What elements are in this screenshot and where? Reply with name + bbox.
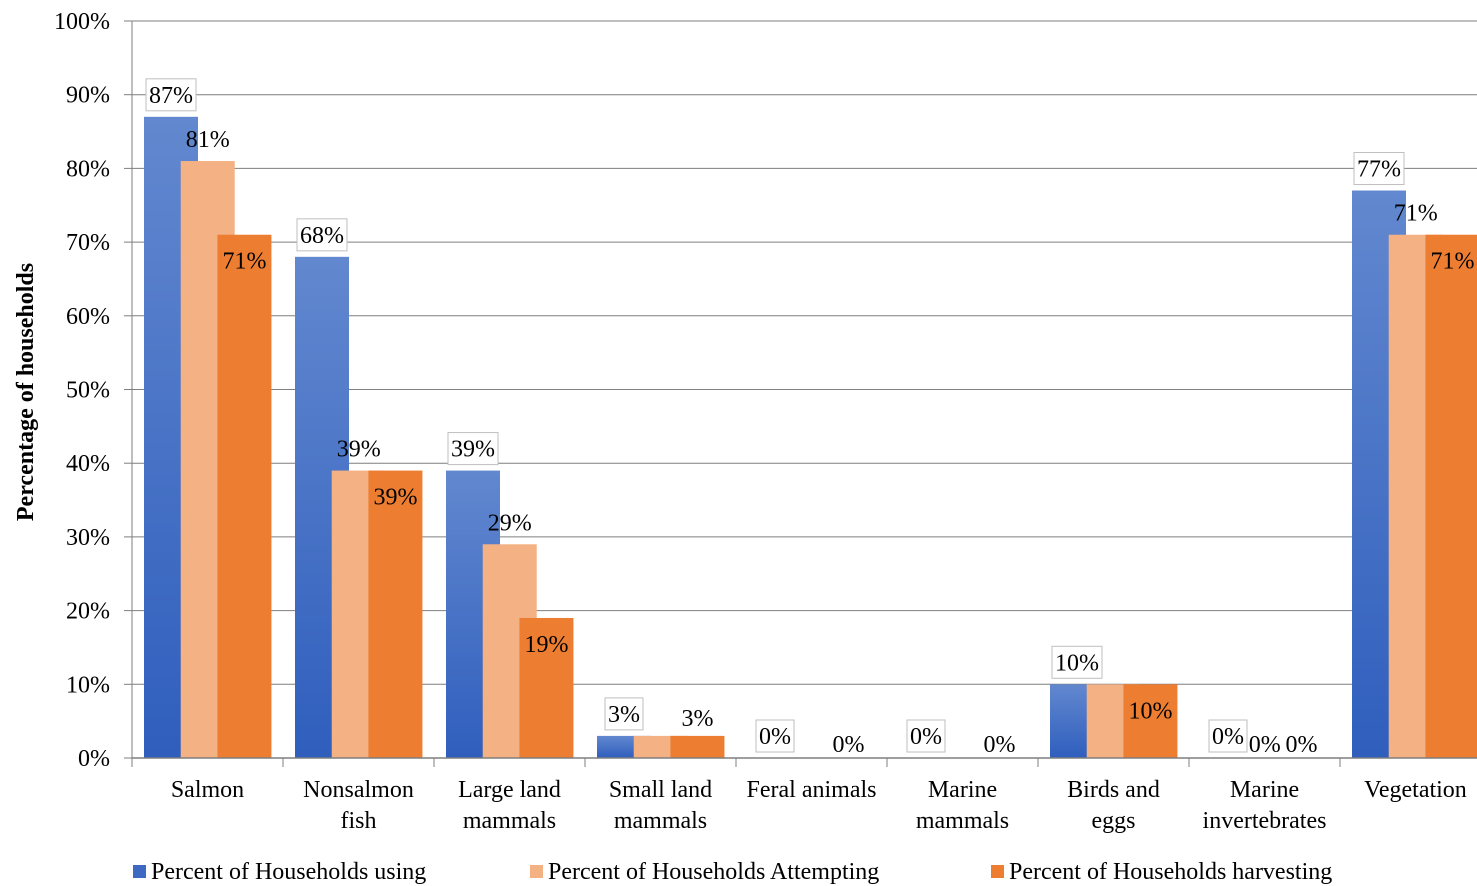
y-axis-label: Percentage of households	[13, 263, 39, 521]
legend-label: Percent of Households harvesting	[1009, 859, 1332, 885]
legend-swatch	[991, 865, 1004, 878]
category-label: Feral animals	[747, 777, 877, 803]
axes: 0% 10% 20% 30% 40% 50% 60% 70% 80% 90% 100% Salmon N…	[54, 9, 1477, 834]
y-tick-label: 90%	[66, 83, 110, 109]
data-label-box	[1208, 719, 1248, 753]
legend-swatch	[530, 865, 543, 878]
legend-label: Percent of Households using	[151, 859, 426, 885]
data-label-box	[1353, 152, 1405, 186]
category-label: Small land mammals	[609, 777, 712, 834]
y-tick-label: 100%	[54, 9, 110, 35]
y-tick-label: 80%	[66, 156, 110, 182]
y-tick-label: 50%	[66, 378, 110, 404]
bar-ED7D31	[1123, 684, 1178, 758]
data-label-box	[296, 218, 348, 252]
bars	[144, 116, 1477, 759]
data-label: 19%	[524, 632, 568, 658]
bar-ED7D31	[670, 735, 725, 758]
category-label-line: Marine	[928, 777, 997, 803]
category-label-line: Small land	[609, 777, 712, 803]
legend-swatch	[133, 865, 146, 878]
data-label: 10%	[1128, 698, 1172, 724]
category-label-line: mammals	[614, 808, 707, 834]
data-label-box	[906, 719, 946, 753]
data-label: 29%	[488, 510, 532, 536]
category-label: Birds and eggs	[1067, 777, 1160, 834]
category-label: Vegetation	[1364, 777, 1467, 803]
data-label: 10%	[1055, 650, 1099, 676]
data-label: 0%	[1285, 732, 1317, 758]
y-tick-label: 40%	[66, 451, 110, 477]
data-label: 71%	[1394, 201, 1438, 227]
data-label: 77%	[1357, 157, 1401, 183]
data-labels: 87%68%39%3%0% 0%10%0%77%81%39%29%0%71%71%…	[145, 78, 1474, 758]
category-label-line: mammals	[463, 808, 556, 834]
data-label: 39%	[337, 437, 381, 463]
y-tick-label: 10%	[66, 672, 110, 698]
category-label-line: Birds and	[1067, 777, 1160, 803]
data-label: 0%	[1212, 724, 1244, 750]
category-label-line: mammals	[916, 808, 1009, 834]
data-label-box	[145, 78, 197, 112]
data-label: 39%	[451, 437, 495, 463]
data-label-box	[447, 432, 499, 466]
bar-ED7D31	[1425, 234, 1477, 759]
category-label-line: fish	[341, 808, 377, 834]
y-tick-label: 70%	[66, 230, 110, 256]
category-label-line: Salmon	[171, 777, 244, 803]
data-label: 0%	[910, 724, 942, 750]
bar-ED7D31	[368, 470, 423, 758]
category-label: Marine mammals	[916, 777, 1009, 834]
category-label-line: Nonsalmon	[303, 777, 414, 803]
y-tick-label: 20%	[66, 599, 110, 625]
y-tick-label: 60%	[66, 304, 110, 330]
category-label-line: eggs	[1092, 808, 1136, 834]
category-label: Marine invertebrates	[1203, 777, 1327, 834]
data-label: 3%	[681, 706, 713, 732]
category-label: Nonsalmon fish	[303, 777, 414, 834]
data-label: 3%	[608, 702, 640, 728]
category-label: Large land mammals	[458, 777, 561, 834]
category-label: Salmon	[171, 777, 244, 803]
category-label-line: Marine	[1230, 777, 1299, 803]
bar-ED7D31	[217, 234, 272, 759]
y-tick-label: 30%	[66, 525, 110, 551]
data-label: 81%	[186, 127, 230, 153]
data-label: 71%	[222, 249, 266, 275]
data-label-box	[1051, 645, 1103, 679]
y-tick-label: 0%	[78, 746, 110, 772]
data-label: 39%	[373, 485, 417, 511]
data-label: 0%	[832, 732, 864, 758]
data-label: 87%	[149, 83, 193, 109]
data-label: 0%	[983, 732, 1015, 758]
data-label-box	[604, 697, 644, 731]
data-label: 71%	[1430, 249, 1474, 275]
category-label-line: Feral animals	[747, 777, 877, 803]
data-label: 0%	[1249, 732, 1281, 758]
legend: Percent of Households using Percent of Ho…	[133, 859, 1332, 885]
data-label: 0%	[759, 724, 791, 750]
legend-label: Percent of Households Attempting	[548, 859, 879, 885]
category-label-line: Vegetation	[1364, 777, 1467, 803]
bar-ED7D31	[519, 617, 574, 758]
data-label: 68%	[300, 223, 344, 249]
category-label-line: invertebrates	[1203, 808, 1327, 834]
category-label-line: Large land	[458, 777, 561, 803]
data-label-box	[755, 719, 795, 753]
